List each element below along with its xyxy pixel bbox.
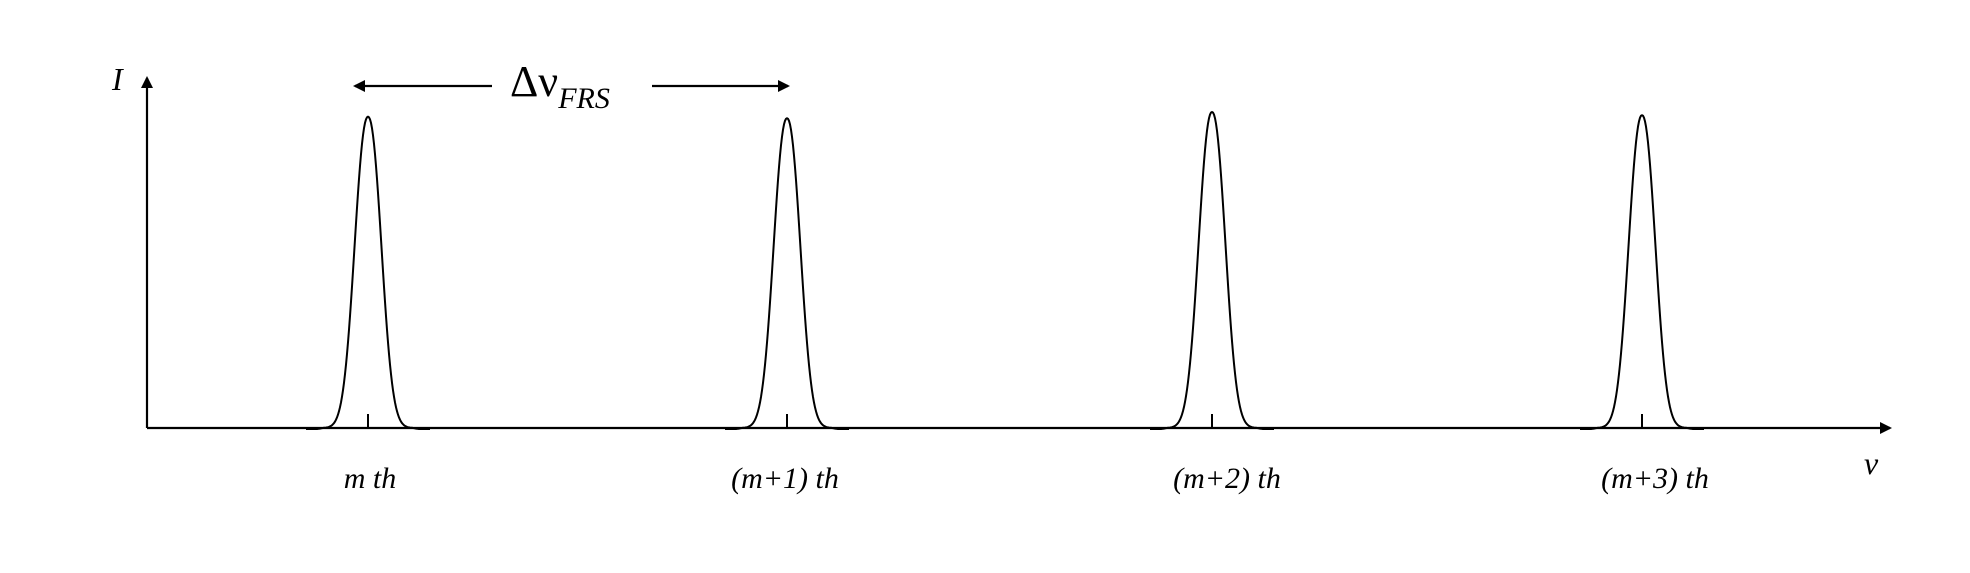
peak-label-3: (m+3) th bbox=[1601, 462, 1709, 495]
peak-curve-3 bbox=[1580, 114, 1704, 430]
x-axis-label: ν bbox=[1864, 445, 1879, 481]
peak-label-2: (m+2) th bbox=[1173, 462, 1281, 495]
spacing-label: ΔνFRS bbox=[510, 57, 610, 115]
peak-curve-2 bbox=[1150, 110, 1274, 430]
peak-curve-1 bbox=[725, 117, 849, 430]
peaks-group bbox=[306, 110, 1704, 430]
spacing-subscript: FRS bbox=[557, 82, 610, 115]
peak-label-1: (m+1) th bbox=[731, 462, 839, 495]
peak-label-0: m th bbox=[344, 462, 397, 495]
y-axis-label: I bbox=[111, 61, 124, 97]
peak-curve-0 bbox=[306, 115, 430, 430]
spacing-symbol: Δν bbox=[510, 57, 558, 106]
